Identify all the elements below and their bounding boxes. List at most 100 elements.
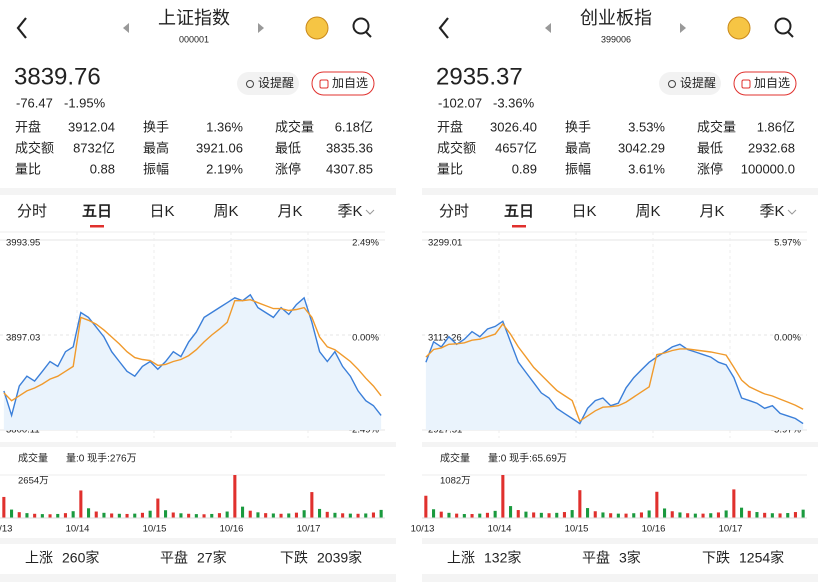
prev-stock[interactable] xyxy=(123,23,129,33)
watchlist-button-label: 加自选 xyxy=(332,76,368,90)
chart-tab[interactable]: 月K xyxy=(699,203,724,220)
volume-bar xyxy=(33,513,37,518)
volume-title: 成交量 xyxy=(18,452,48,465)
volume-bar xyxy=(10,509,14,518)
mascot-icon[interactable] xyxy=(727,16,751,40)
stat-value: 1.36% xyxy=(206,119,243,134)
volume-bar xyxy=(233,475,237,518)
stat-value: 0.89 xyxy=(512,161,537,176)
volume-bar xyxy=(271,513,275,518)
stat-value: 0.88 xyxy=(90,161,115,176)
next-stock[interactable] xyxy=(258,23,264,33)
chart-tab[interactable]: 月K xyxy=(277,203,302,220)
watchlist-button[interactable] xyxy=(311,71,375,96)
stat-label: 开盘 xyxy=(15,119,41,134)
volume-bar xyxy=(125,513,129,518)
volume-bar xyxy=(455,513,459,518)
chart-tab[interactable]: 五日 xyxy=(82,203,112,220)
volume-bar xyxy=(264,513,268,518)
x-tick-label: 10/16 xyxy=(642,524,666,535)
avg-line xyxy=(425,322,804,423)
stat-value: 3042.29 xyxy=(618,140,665,155)
section-divider xyxy=(0,188,396,195)
price-area xyxy=(3,294,382,430)
volume-bar xyxy=(241,506,245,518)
volume-bar xyxy=(25,513,29,518)
back-button[interactable] xyxy=(16,17,27,39)
breadth-value: 2039家 xyxy=(317,550,362,566)
y-tick-label: 2927.51 xyxy=(428,425,462,436)
volume-bar xyxy=(110,513,114,518)
volume-bar xyxy=(663,508,667,518)
chart-tab[interactable]: 周K xyxy=(213,203,238,220)
watchlist-button[interactable] xyxy=(733,71,797,96)
volume-bar xyxy=(148,510,152,518)
section-divider xyxy=(0,442,396,447)
chart-tab[interactable]: 日K xyxy=(149,203,174,220)
volume-bar xyxy=(2,496,6,518)
volume-bar xyxy=(133,513,137,518)
volume-bar xyxy=(194,514,198,518)
volume-bar xyxy=(740,507,744,518)
chart-tab[interactable]: 分时 xyxy=(439,203,469,220)
volume-bar xyxy=(348,513,352,518)
volume-bar xyxy=(17,512,21,518)
volume-bar xyxy=(318,508,322,518)
remind-button[interactable] xyxy=(659,72,721,95)
price-change-pct: -3.36% xyxy=(493,95,535,110)
stat-value: 3.53% xyxy=(628,119,665,134)
footer-bottom xyxy=(422,574,818,582)
y2-tick-label: 0.00% xyxy=(352,333,379,344)
search-icon[interactable] xyxy=(774,17,792,35)
prev-stock[interactable] xyxy=(545,23,551,33)
volume-bar xyxy=(40,514,44,518)
volume-bar xyxy=(716,512,720,518)
price-line xyxy=(3,293,382,418)
section-divider xyxy=(422,538,818,544)
y2-tick-label: 5.97% xyxy=(774,238,801,249)
y-tick-label: 3299.01 xyxy=(428,238,462,249)
y-tick-label: 3800.11 xyxy=(6,425,40,436)
volume-bar xyxy=(732,489,736,518)
last-price: 2935.37 xyxy=(436,63,523,90)
stat-label: 成交额 xyxy=(437,140,476,155)
stat-label: 最低 xyxy=(275,140,301,155)
tab-indicator xyxy=(512,225,526,228)
stat-value: 2.19% xyxy=(206,161,243,176)
volume-bar xyxy=(217,513,221,518)
chart-tab[interactable]: 日K xyxy=(571,203,596,220)
stat-label: 成交量 xyxy=(697,119,736,134)
stat-value: 4307.85 xyxy=(326,161,373,176)
search-icon[interactable] xyxy=(352,17,370,35)
volume-bar xyxy=(48,514,52,518)
volume-bar xyxy=(256,512,260,518)
chart-tab[interactable]: 五日 xyxy=(504,203,534,220)
bell-icon xyxy=(246,80,254,88)
stock-code: 000001 xyxy=(179,34,209,44)
volume-bar xyxy=(179,513,183,518)
next-stock[interactable] xyxy=(680,23,686,33)
volume-bar xyxy=(248,510,252,518)
volume-bar xyxy=(333,512,337,518)
remind-button[interactable] xyxy=(237,72,299,95)
back-button[interactable] xyxy=(438,17,449,39)
stat-label: 涨停 xyxy=(275,161,301,176)
chart-tab[interactable]: 季K xyxy=(759,203,784,220)
volume-bar xyxy=(501,475,505,518)
volume-bar xyxy=(341,513,345,518)
chart-tab[interactable]: 分时 xyxy=(17,203,47,220)
y2-tick-label: 2.49% xyxy=(352,238,379,249)
breadth-value: 3家 xyxy=(619,550,641,566)
mascot-icon[interactable] xyxy=(305,16,329,40)
breadth-value: 260家 xyxy=(62,550,99,566)
breadth-value: 132家 xyxy=(484,550,521,566)
volume-bar xyxy=(709,513,713,518)
volume-bar xyxy=(632,513,636,518)
chart-tab[interactable]: 周K xyxy=(635,203,660,220)
y-tick-label: 3897.03 xyxy=(6,333,40,344)
x-tick-label: 10/15 xyxy=(565,524,589,535)
volume-bar xyxy=(493,510,497,518)
stat-label: 最低 xyxy=(697,140,723,155)
chart-tab[interactable]: 季K xyxy=(337,203,362,220)
volume-bar xyxy=(755,512,759,518)
